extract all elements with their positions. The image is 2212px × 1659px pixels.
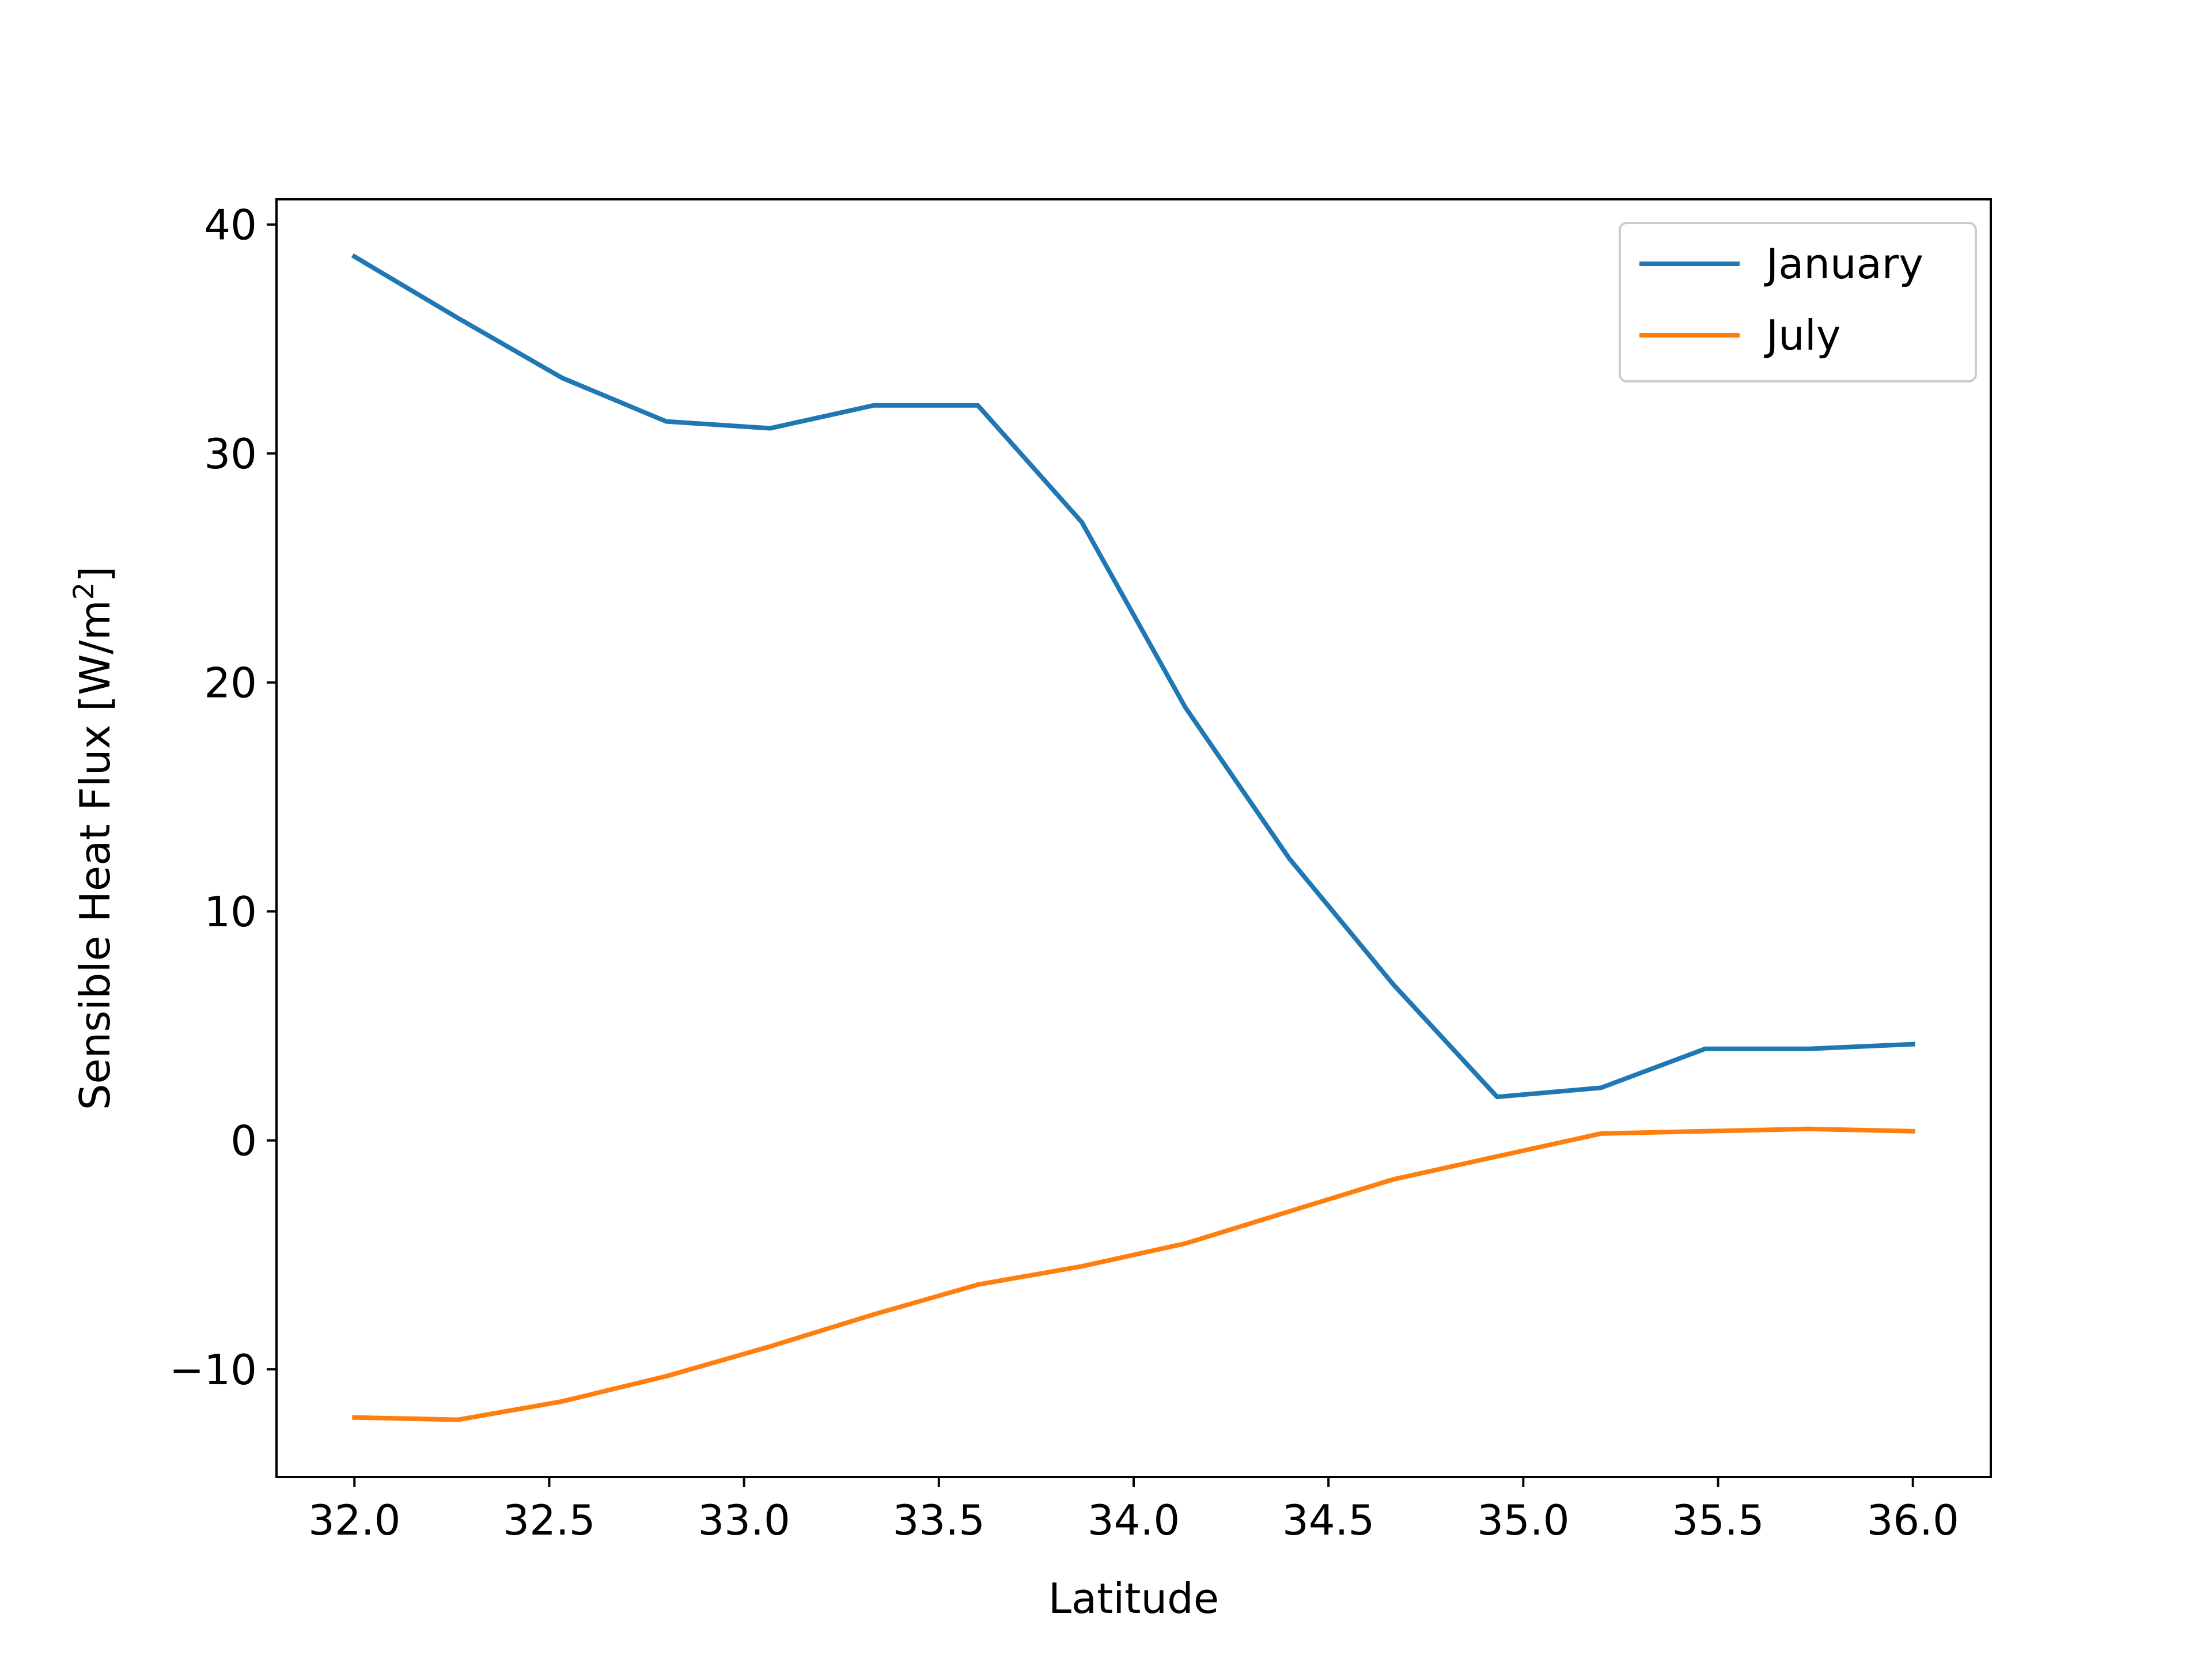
- x-tick-label: 34.0: [1088, 1496, 1180, 1544]
- x-axis-ticks: 32.0 32.5 33.0 33.5 34.0 34.5 35.0 35.5 36.0: [308, 1477, 1959, 1544]
- y-tick-label: 30: [204, 430, 257, 478]
- y-tick-label: 0: [230, 1117, 257, 1165]
- y-tick-label: 10: [204, 888, 257, 936]
- x-tick-label: 36.0: [1867, 1496, 1959, 1544]
- x-tick-label: 34.5: [1282, 1496, 1374, 1544]
- x-axis-label: Latitude: [1048, 1574, 1219, 1623]
- y-tick-label: 40: [204, 201, 257, 249]
- legend: January July: [1619, 222, 1977, 382]
- y-axis-ticks: −10 0 10 20 30 40: [169, 201, 276, 1394]
- legend-label-july: July: [1764, 311, 1840, 359]
- y-tick-label: 20: [204, 659, 257, 707]
- plot-area: [276, 199, 1991, 1477]
- x-tick-label: 33.0: [698, 1496, 790, 1544]
- series-layer: [351, 253, 1915, 1422]
- y-axis-label-main: Sensible Heat Flux [W/m: [71, 600, 119, 1110]
- y-axis-label-end: ]: [71, 566, 119, 582]
- y-axis-label: Sensible Heat Flux [W/m2]: [68, 566, 119, 1111]
- x-tick-label: 35.0: [1477, 1496, 1569, 1544]
- x-tick-label: 33.5: [893, 1496, 985, 1544]
- legend-label-january: January: [1764, 240, 1923, 288]
- x-tick-label: 32.5: [503, 1496, 595, 1544]
- x-tick-label: 35.5: [1672, 1496, 1764, 1544]
- series-line-july: [352, 1126, 1915, 1422]
- x-tick-label: 32.0: [308, 1496, 400, 1544]
- y-tick-label: −10: [169, 1346, 257, 1394]
- series-line-january: [351, 253, 1915, 1100]
- y-axis-label-superscript: 2: [68, 582, 100, 600]
